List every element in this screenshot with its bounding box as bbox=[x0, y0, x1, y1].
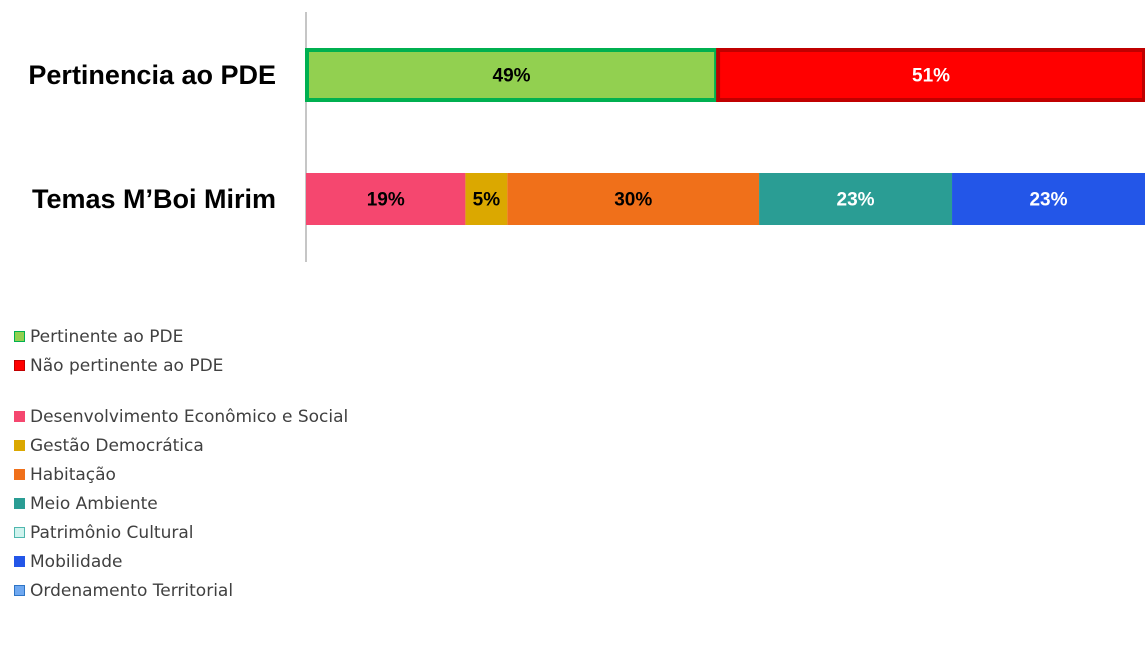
legend-swatch bbox=[14, 585, 25, 596]
legend-swatch bbox=[14, 411, 25, 422]
legend-label: Meio Ambiente bbox=[30, 493, 158, 514]
legend-item: Não pertinente ao PDE bbox=[14, 351, 614, 380]
bar-segment-gestao-democratica bbox=[465, 173, 508, 225]
legend-item: Desenvolvimento Econômico e Social bbox=[14, 402, 614, 431]
legend-label: Gestão Democrática bbox=[30, 435, 204, 456]
chart-legend: Pertinente ao PDE Não pertinente ao PDE De… bbox=[14, 322, 614, 605]
legend-label: Desenvolvimento Econômico e Social bbox=[30, 406, 349, 427]
legend-item: Pertinente ao PDE bbox=[14, 322, 614, 351]
legend-item: Patrimônio Cultural bbox=[14, 518, 614, 547]
data-label-mobilidade: 23% bbox=[1029, 190, 1067, 211]
data-label-habitacao: 30% bbox=[614, 190, 652, 211]
category-label-temas-m-boi-mirim: Temas M’Boi Mirim bbox=[32, 184, 276, 214]
legend-group-2: Desenvolvimento Econômico e Social Gestão… bbox=[14, 402, 614, 605]
bar-segment-mobilidade bbox=[952, 173, 1145, 225]
legend-group-1: Pertinente ao PDE Não pertinente ao PDE bbox=[14, 322, 614, 380]
legend-label: Pertinente ao PDE bbox=[30, 326, 184, 347]
bar-segment-meio-ambiente bbox=[759, 173, 953, 225]
legend-label: Ordenamento Territorial bbox=[30, 580, 234, 601]
bar-segment-nao-pertinente-ao-pde bbox=[716, 48, 1145, 102]
legend-label: Não pertinente ao PDE bbox=[30, 355, 224, 376]
data-label-desenvolvimento-economico-e-social: 19% bbox=[367, 190, 405, 211]
legend-item: Habitação bbox=[14, 460, 614, 489]
legend-swatch bbox=[14, 331, 25, 342]
data-label-gestao-democratica: 5% bbox=[473, 190, 501, 211]
chart-svg: Pertinencia ao PDE 49% 51% Temas M’Boi Miri… bbox=[28, 12, 1145, 262]
stacked-bar-chart: Pertinencia ao PDE 49% 51% Temas M’Boi Miri… bbox=[0, 0, 1145, 300]
legend-swatch bbox=[14, 556, 25, 567]
legend-item: Meio Ambiente bbox=[14, 489, 614, 518]
data-label-nao-pertinente-ao-pde: 51% bbox=[912, 66, 950, 87]
bar-segment-desenvolvimento-economico-e-social bbox=[306, 173, 466, 225]
legend-label: Patrimônio Cultural bbox=[30, 522, 194, 543]
legend-item: Ordenamento Territorial bbox=[14, 576, 614, 605]
legend-swatch bbox=[14, 527, 25, 538]
bar-segment-habitacao bbox=[507, 173, 760, 225]
legend-swatch bbox=[14, 360, 25, 371]
legend-label: Habitação bbox=[30, 464, 116, 485]
legend-item: Mobilidade bbox=[14, 547, 614, 576]
category-label-pertinencia-ao-pde: Pertinencia ao PDE bbox=[28, 60, 276, 90]
legend-swatch bbox=[14, 469, 25, 480]
data-label-meio-ambiente: 23% bbox=[837, 190, 875, 211]
legend-swatch bbox=[14, 440, 25, 451]
data-label-pertinente-ao-pde: 49% bbox=[493, 66, 531, 87]
legend-swatch bbox=[14, 498, 25, 509]
legend-item: Gestão Democrática bbox=[14, 431, 614, 460]
legend-label: Mobilidade bbox=[30, 551, 123, 572]
